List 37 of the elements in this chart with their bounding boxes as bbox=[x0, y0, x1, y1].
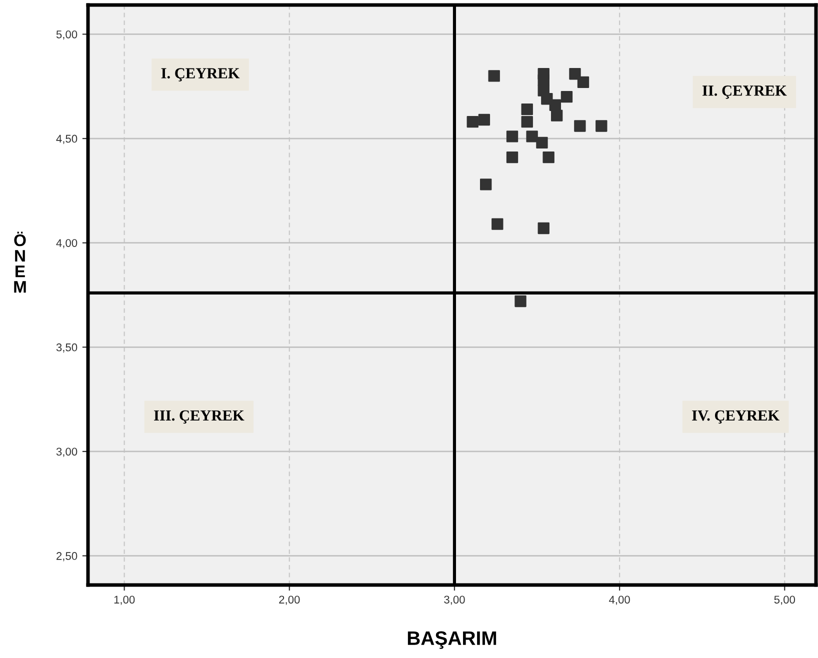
annotation: IV. ÇEYREK bbox=[692, 410, 780, 424]
y-tick-label: 5,00 bbox=[56, 30, 78, 40]
y-tick-label: 3,50 bbox=[56, 343, 78, 353]
point bbox=[577, 76, 590, 88]
point bbox=[536, 136, 548, 149]
y-tick-label: 4,00 bbox=[56, 239, 78, 248]
y-tick-label: 4,50 bbox=[56, 134, 78, 144]
annotation: I. ÇEYREK bbox=[161, 68, 240, 82]
point bbox=[506, 130, 518, 142]
x-tick-label: 1,00 bbox=[114, 596, 135, 605]
point bbox=[478, 114, 490, 126]
point bbox=[506, 151, 518, 164]
x-tick-label: 2,00 bbox=[279, 596, 300, 605]
y-tick-label: 2,50 bbox=[56, 552, 78, 562]
point bbox=[574, 120, 586, 132]
point bbox=[521, 103, 533, 116]
point bbox=[596, 120, 608, 132]
point bbox=[542, 151, 554, 164]
point bbox=[521, 116, 533, 128]
point bbox=[488, 70, 500, 82]
point bbox=[492, 218, 504, 230]
point bbox=[466, 116, 478, 128]
annotation: III. ÇEYREK bbox=[154, 410, 244, 424]
y-axis-title: ÖNEM bbox=[14, 232, 26, 293]
x-tick-label: 4,00 bbox=[609, 596, 630, 605]
point bbox=[514, 295, 526, 308]
x-axis-title: BAŞARIM bbox=[408, 631, 496, 649]
point bbox=[569, 68, 581, 80]
point bbox=[526, 130, 538, 142]
point bbox=[538, 222, 550, 234]
point bbox=[550, 110, 563, 122]
annotation: II. ÇEYREK bbox=[702, 86, 787, 99]
y-tick-label: 3,00 bbox=[56, 448, 78, 457]
x-tick-label: 5,00 bbox=[774, 596, 796, 605]
point bbox=[560, 90, 573, 103]
point bbox=[480, 178, 492, 190]
x-tick-label: 3,00 bbox=[444, 596, 465, 605]
